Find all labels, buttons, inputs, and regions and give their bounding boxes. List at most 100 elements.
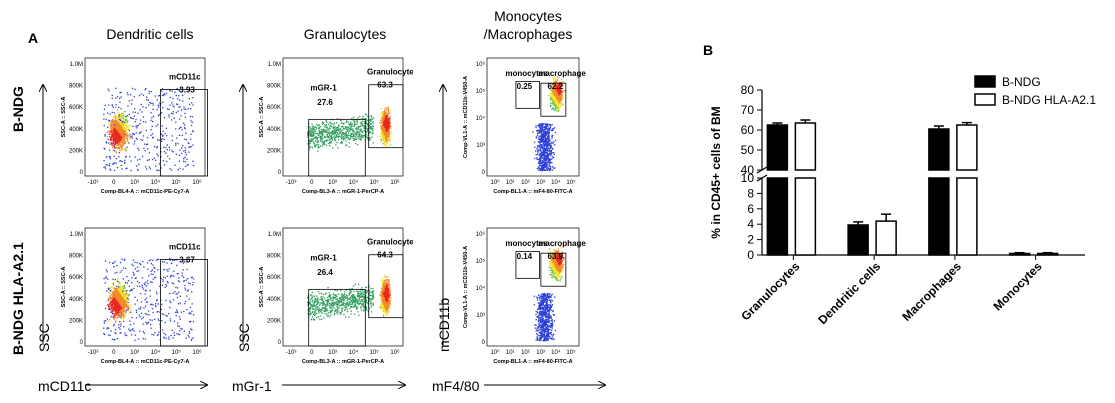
cd11c-axis-label: mCD11c bbox=[38, 378, 92, 394]
event-dot bbox=[186, 164, 188, 166]
event-dot bbox=[362, 134, 364, 137]
event-dot bbox=[550, 104, 552, 107]
event-dot bbox=[178, 334, 181, 336]
event-dot bbox=[368, 138, 371, 140]
event-dot bbox=[111, 131, 113, 134]
event-dot bbox=[110, 124, 112, 126]
event-dot bbox=[134, 88, 136, 91]
event-dot bbox=[121, 135, 124, 137]
event-dot bbox=[559, 95, 562, 97]
event-dot bbox=[161, 140, 163, 142]
event-dot bbox=[173, 270, 175, 272]
event-dot bbox=[343, 122, 345, 125]
event-dot bbox=[554, 108, 557, 110]
event-dot bbox=[328, 131, 330, 133]
event-dot bbox=[116, 123, 118, 125]
event-dot bbox=[123, 143, 125, 145]
event-dot bbox=[544, 135, 546, 137]
event-dot bbox=[111, 286, 113, 288]
event-dot bbox=[112, 139, 114, 141]
event-dot bbox=[135, 165, 138, 167]
event-dot bbox=[147, 282, 149, 285]
event-dot bbox=[184, 147, 186, 149]
event-dot bbox=[382, 137, 385, 139]
event-dot bbox=[129, 136, 132, 138]
event-dot bbox=[114, 124, 116, 126]
title-macrophages: /Macrophages bbox=[483, 26, 573, 42]
gate-percent: 27.6 bbox=[317, 98, 333, 107]
event-dot bbox=[162, 107, 164, 109]
event-dot bbox=[369, 139, 371, 141]
event-dot bbox=[552, 91, 554, 93]
event-dot bbox=[546, 137, 548, 140]
event-dot bbox=[551, 99, 553, 102]
event-dot bbox=[387, 107, 389, 109]
event-dot bbox=[173, 334, 176, 336]
event-dot bbox=[109, 156, 111, 158]
event-dot bbox=[548, 94, 550, 97]
event-dot bbox=[112, 136, 115, 138]
event-dot bbox=[160, 156, 162, 158]
facs-plot-mo-bndg: monocytes0.25macrophage62.210⁶10⁵10⁴10³0… bbox=[463, 57, 586, 195]
event-dot bbox=[184, 303, 186, 305]
event-dot bbox=[542, 133, 544, 136]
event-dot bbox=[127, 120, 129, 122]
event-dot bbox=[543, 123, 545, 125]
event-dot bbox=[310, 133, 312, 135]
event-dot bbox=[337, 138, 340, 141]
event-dot bbox=[551, 96, 553, 98]
event-dot bbox=[549, 147, 551, 150]
event-dot bbox=[315, 128, 318, 130]
event-dot bbox=[309, 135, 312, 137]
event-dot bbox=[557, 91, 559, 93]
event-dot bbox=[162, 101, 164, 103]
event-dot bbox=[545, 132, 547, 134]
event-dot bbox=[117, 278, 119, 280]
event-dot bbox=[145, 297, 148, 299]
event-dot bbox=[165, 334, 167, 336]
event-dot bbox=[368, 131, 371, 133]
event-dot bbox=[108, 90, 110, 92]
event-dot bbox=[545, 158, 548, 160]
event-dot bbox=[163, 164, 166, 166]
event-dot bbox=[363, 135, 366, 137]
event-dot bbox=[381, 113, 384, 115]
event-dot bbox=[119, 120, 121, 123]
event-dot bbox=[116, 288, 119, 290]
event-dot bbox=[322, 129, 324, 131]
event-dot bbox=[140, 131, 142, 133]
event-dot bbox=[369, 123, 372, 125]
event-dot bbox=[547, 167, 549, 170]
event-dot bbox=[555, 100, 557, 103]
event-dot bbox=[542, 136, 545, 138]
event-dot bbox=[127, 127, 130, 129]
event-dot bbox=[111, 282, 114, 284]
event-dot bbox=[108, 307, 110, 309]
event-dot bbox=[549, 161, 552, 163]
event-dot bbox=[539, 154, 541, 156]
event-dot bbox=[540, 123, 542, 125]
event-dot bbox=[384, 141, 386, 143]
event-dot bbox=[553, 101, 555, 103]
event-dot bbox=[182, 144, 184, 147]
event-dot bbox=[550, 102, 552, 104]
event-dot bbox=[148, 152, 150, 154]
event-dot bbox=[178, 154, 180, 156]
event-dot bbox=[118, 122, 121, 124]
event-dot bbox=[111, 144, 113, 147]
event-dot bbox=[350, 136, 352, 138]
event-dot bbox=[549, 152, 551, 154]
event-dot bbox=[384, 107, 387, 110]
dot-cloud bbox=[103, 87, 195, 172]
event-dot bbox=[148, 90, 150, 92]
event-dot bbox=[544, 149, 547, 151]
event-dot bbox=[121, 306, 123, 308]
event-dot bbox=[536, 145, 539, 147]
event-dot bbox=[139, 316, 141, 318]
event-dot bbox=[127, 126, 129, 128]
event-dot bbox=[119, 288, 121, 290]
event-dot bbox=[182, 122, 185, 125]
event-dot bbox=[124, 161, 126, 164]
event-dot bbox=[114, 126, 116, 128]
event-dot bbox=[116, 167, 119, 169]
